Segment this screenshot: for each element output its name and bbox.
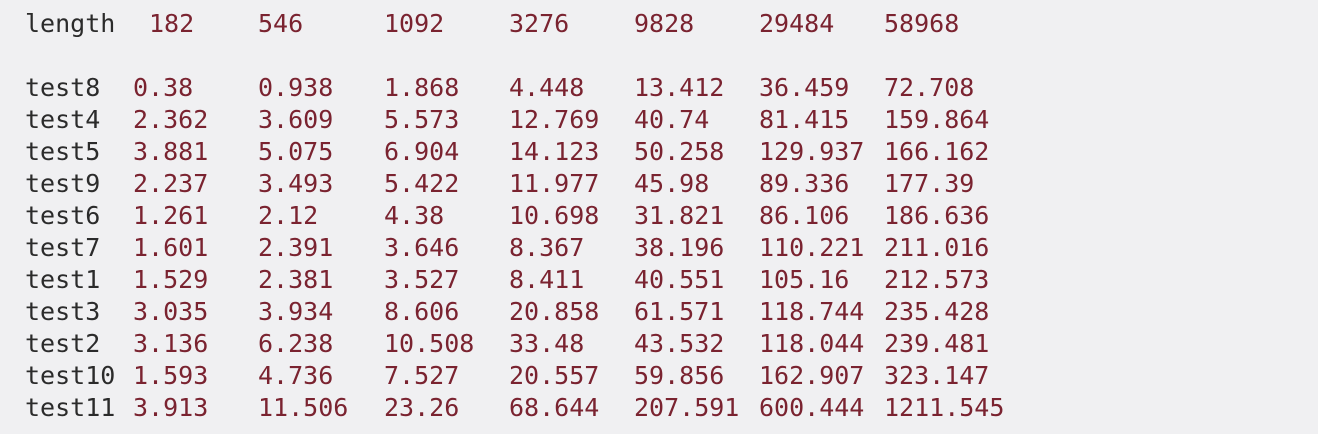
table-cell: 61.571 [634,297,725,326]
header-length-cell: 1092 [384,9,445,38]
table-cell: 6.238 [258,329,334,358]
table-cell: 10.698 [509,201,600,230]
table-cell: 3.609 [258,105,334,134]
table-cell: 5.422 [384,169,460,198]
table-cell: 323.147 [884,361,990,390]
header-length-cell: 58968 [884,9,960,38]
table-cell: 207.591 [634,393,740,422]
table-cell: 1.261 [133,201,209,230]
table-cell: 11.506 [258,393,349,422]
table-cell: 212.573 [884,265,990,294]
table-cell: 118.744 [759,297,865,326]
row-label: test4 [25,105,101,134]
table-cell: 3.527 [384,265,460,294]
header-length-cell: 182 [149,9,195,38]
row-label: test2 [25,329,101,358]
row-label: test10 [25,361,116,390]
table-cell: 40.551 [634,265,725,294]
table-cell: 72.708 [884,73,975,102]
table-cell: 235.428 [884,297,990,326]
header-length-cell: 3276 [509,9,570,38]
table-cell: 3.493 [258,169,334,198]
row-label: test3 [25,297,101,326]
table-cell: 600.444 [759,393,865,422]
table-cell: 12.769 [509,105,600,134]
row-label: test5 [25,137,101,166]
header-label: length [25,9,116,38]
table-cell: 50.258 [634,137,725,166]
table-cell: 1.529 [133,265,209,294]
row-label: test9 [25,169,101,198]
table-cell: 129.937 [759,137,865,166]
table-cell: 1.868 [384,73,460,102]
table-cell: 239.481 [884,329,990,358]
table-cell: 159.864 [884,105,990,134]
row-label: test1 [25,265,101,294]
table-cell: 105.16 [759,265,850,294]
table-cell: 86.106 [759,201,850,230]
table-cell: 5.573 [384,105,460,134]
header-length-cell: 29484 [759,9,835,38]
table-cell: 2.237 [133,169,209,198]
row-label: test8 [25,73,101,102]
table-cell: 89.336 [759,169,850,198]
table-cell: 20.557 [509,361,600,390]
table-cell: 211.016 [884,233,990,262]
table-cell: 8.367 [509,233,585,262]
table-cell: 118.044 [759,329,865,358]
table-cell: 1.601 [133,233,209,262]
table-cell: 81.415 [759,105,850,134]
table-cell: 14.123 [509,137,600,166]
table-cell: 3.913 [133,393,209,422]
table-cell: 4.38 [384,201,445,230]
table-cell: 8.411 [509,265,585,294]
table-cell: 6.904 [384,137,460,166]
table-cell: 11.977 [509,169,600,198]
table-cell: 33.48 [509,329,585,358]
table-cell: 10.508 [384,329,475,358]
row-label: test7 [25,233,101,262]
table-cell: 20.858 [509,297,600,326]
header-row: length 182 546 1092 3276 9828 29484 58968 [25,8,959,40]
table-cell: 4.736 [258,361,334,390]
table-cell: 0.938 [258,73,334,102]
table-cell: 2.362 [133,105,209,134]
table-cell: 23.26 [384,393,460,422]
table-cell: 1211.545 [884,393,1005,422]
table-cell: 36.459 [759,73,850,102]
table-cell: 177.39 [884,169,975,198]
table-cell: 7.527 [384,361,460,390]
table-cell: 2.391 [258,233,334,262]
table-cell: 2.12 [258,201,319,230]
table-cell: 166.162 [884,137,990,166]
table-cell: 59.856 [634,361,725,390]
table-cell: 3.035 [133,297,209,326]
table-cell: 43.532 [634,329,725,358]
table-cell: 31.821 [634,201,725,230]
table-cell: 3.646 [384,233,460,262]
table-cell: 186.636 [884,201,990,230]
row-label: test6 [25,201,101,230]
header-length-cell: 546 [258,9,304,38]
table-cell: 40.74 [634,105,710,134]
table-cell: 3.934 [258,297,334,326]
header-length-cell: 9828 [634,9,695,38]
table-cell: 162.907 [759,361,865,390]
table-cell: 1.593 [133,361,209,390]
table-cell: 3.881 [133,137,209,166]
table-cell: 0.38 [133,73,194,102]
table-cell: 4.448 [509,73,585,102]
table-cell: 68.644 [509,393,600,422]
table-cell: 3.136 [133,329,209,358]
table-cell: 8.606 [384,297,460,326]
table-cell: 5.075 [258,137,334,166]
row-label: test11 [25,393,116,422]
table-cell: 13.412 [634,73,725,102]
table-cell: 38.196 [634,233,725,262]
table-cell: 110.221 [759,233,865,262]
table-cell: 45.98 [634,169,710,198]
table-cell: 2.381 [258,265,334,294]
